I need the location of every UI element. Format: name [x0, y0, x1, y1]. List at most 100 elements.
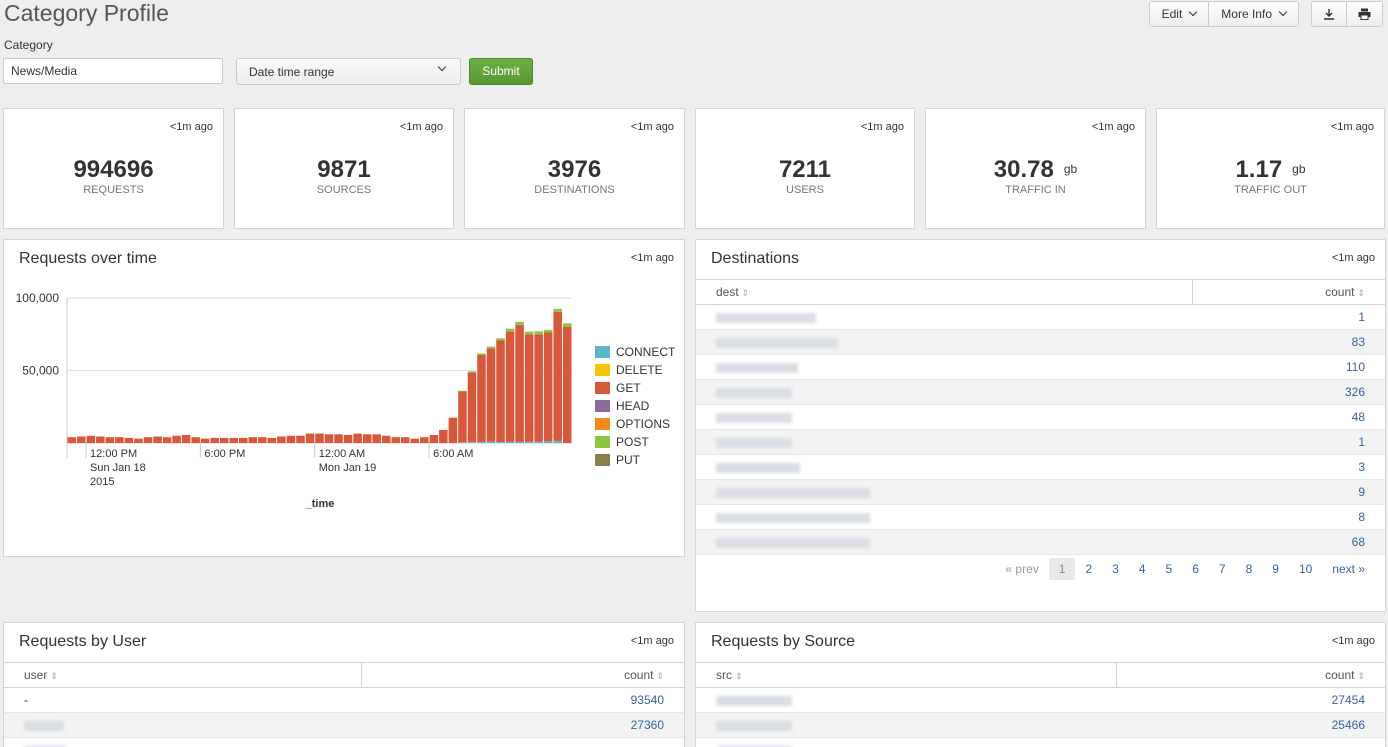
- column-header-src[interactable]: src ⇕: [696, 662, 1116, 688]
- dest-cell[interactable]: [696, 304, 1192, 330]
- dest-cell[interactable]: [696, 479, 1192, 505]
- pager-page[interactable]: 10: [1298, 562, 1313, 576]
- kpi-value[interactable]: 994696: [4, 156, 223, 184]
- download-icon: [1324, 9, 1334, 20]
- bar-segment: [77, 436, 86, 443]
- legend-item[interactable]: POST: [595, 433, 675, 451]
- bar-segment: [553, 308, 562, 312]
- pager-page[interactable]: 6: [1192, 562, 1199, 576]
- count-cell[interactable]: [1116, 737, 1385, 747]
- bar-segment: [486, 441, 496, 443]
- bar-segment: [534, 334, 543, 442]
- redacted-value: [716, 537, 870, 548]
- refresh-time: <1m ago: [1091, 121, 1135, 133]
- src-cell[interactable]: [696, 687, 1116, 713]
- user-cell[interactable]: [4, 737, 361, 747]
- pager-page[interactable]: 3: [1112, 562, 1119, 576]
- edit-button[interactable]: Edit: [1150, 2, 1210, 26]
- column-header-user[interactable]: user ⇕: [4, 662, 361, 688]
- pager-page[interactable]: 7: [1218, 562, 1226, 576]
- kpi-value[interactable]: 30.78 gb: [926, 156, 1145, 184]
- export-print-group: [1311, 1, 1383, 27]
- column-label: count: [1325, 285, 1355, 299]
- dest-cell[interactable]: [696, 429, 1192, 455]
- requests-over-time-panel: Requests over time <1m ago 100,000 50,000…: [3, 239, 685, 557]
- count-cell[interactable]: 93540: [361, 687, 684, 713]
- submit-button[interactable]: Submit: [469, 58, 533, 85]
- panel-title: Requests by User: [19, 633, 147, 650]
- bar-segment: [458, 442, 467, 443]
- count-cell[interactable]: 1: [1192, 429, 1385, 455]
- pager-prev[interactable]: « prev: [1005, 562, 1039, 576]
- refresh-time: <1m ago: [1331, 635, 1375, 647]
- legend-swatch: [595, 364, 610, 376]
- kpi-label: REQUESTS: [83, 184, 144, 196]
- dest-cell[interactable]: [696, 329, 1192, 355]
- refresh-time: <1m ago: [630, 252, 674, 264]
- count-cell[interactable]: 68: [1192, 529, 1385, 555]
- pager-page[interactable]: 1: [1048, 558, 1076, 580]
- x-tick-label: 6:00 PM: [204, 448, 245, 460]
- bar-segment: [448, 417, 458, 443]
- legend-item[interactable]: CONNECT: [595, 343, 675, 361]
- bar-segment: [458, 390, 467, 392]
- kpi-value[interactable]: 3976: [465, 156, 684, 184]
- pager-page[interactable]: 5: [1165, 562, 1173, 576]
- category-input[interactable]: News/Media: [3, 58, 223, 84]
- dest-cell[interactable]: [696, 454, 1192, 480]
- count-cell[interactable]: 25466: [1116, 712, 1385, 738]
- kpi-value[interactable]: 1.17 gb: [1157, 156, 1384, 184]
- bar-segment: [534, 441, 543, 443]
- export-button[interactable]: [1312, 2, 1347, 26]
- count-cell[interactable]: 27454: [1116, 687, 1385, 713]
- count-cell[interactable]: 3: [1192, 454, 1385, 480]
- panel-title: Destinations: [711, 250, 800, 267]
- count-cell[interactable]: [361, 737, 684, 747]
- pager-page[interactable]: 8: [1245, 562, 1253, 576]
- count-cell[interactable]: 1: [1192, 304, 1385, 330]
- pager-next[interactable]: next »: [1332, 562, 1365, 576]
- count-cell[interactable]: 8: [1192, 504, 1385, 530]
- bar-segment: [229, 437, 239, 443]
- kpi-value[interactable]: 7211: [696, 156, 914, 184]
- refresh-time: <1m ago: [1330, 121, 1374, 133]
- dest-cell[interactable]: [696, 504, 1192, 530]
- pager-page[interactable]: 9: [1272, 562, 1279, 576]
- count-cell[interactable]: 9: [1192, 479, 1385, 505]
- more-info-button[interactable]: More Info: [1209, 2, 1298, 26]
- column-header-count[interactable]: count ⇕: [1191, 279, 1385, 305]
- count-cell[interactable]: 27360: [361, 712, 684, 738]
- dest-cell[interactable]: [696, 354, 1192, 380]
- kpi-label: DESTINATIONS: [534, 184, 615, 196]
- legend-item[interactable]: GET: [595, 379, 675, 397]
- src-cell[interactable]: [696, 712, 1116, 738]
- count-cell[interactable]: 83: [1192, 329, 1385, 355]
- print-button[interactable]: [1347, 2, 1382, 26]
- count-cell[interactable]: 110: [1192, 354, 1385, 380]
- src-cell[interactable]: [696, 737, 1116, 747]
- bar-segment: [562, 327, 572, 443]
- legend-item[interactable]: DELETE: [595, 361, 675, 379]
- legend-item[interactable]: OPTIONS: [595, 415, 675, 433]
- pager-page[interactable]: 2: [1085, 562, 1093, 576]
- column-label: user: [24, 668, 48, 682]
- kpi-value[interactable]: 9871: [235, 156, 453, 184]
- column-header-count[interactable]: count ⇕: [1115, 662, 1385, 688]
- x-axis-title: _time: [305, 498, 335, 510]
- refresh-time: <1m ago: [860, 121, 904, 133]
- dest-cell[interactable]: [696, 529, 1192, 555]
- user-cell[interactable]: [4, 712, 361, 738]
- column-header-dest[interactable]: dest ⇕: [696, 279, 1192, 305]
- bar-segment: [162, 437, 172, 443]
- dest-cell[interactable]: [696, 379, 1192, 405]
- redacted-value: [716, 745, 792, 747]
- time-range-picker[interactable]: Date time range: [236, 58, 461, 85]
- count-cell[interactable]: 326: [1192, 379, 1385, 405]
- count-cell[interactable]: 48: [1192, 404, 1385, 430]
- pager-page[interactable]: 4: [1138, 562, 1146, 576]
- column-header-count[interactable]: count ⇕: [360, 662, 684, 688]
- legend-item[interactable]: PUT: [595, 451, 675, 469]
- dest-cell[interactable]: [696, 404, 1192, 430]
- legend-item[interactable]: HEAD: [595, 397, 675, 415]
- user-cell[interactable]: -: [4, 687, 361, 713]
